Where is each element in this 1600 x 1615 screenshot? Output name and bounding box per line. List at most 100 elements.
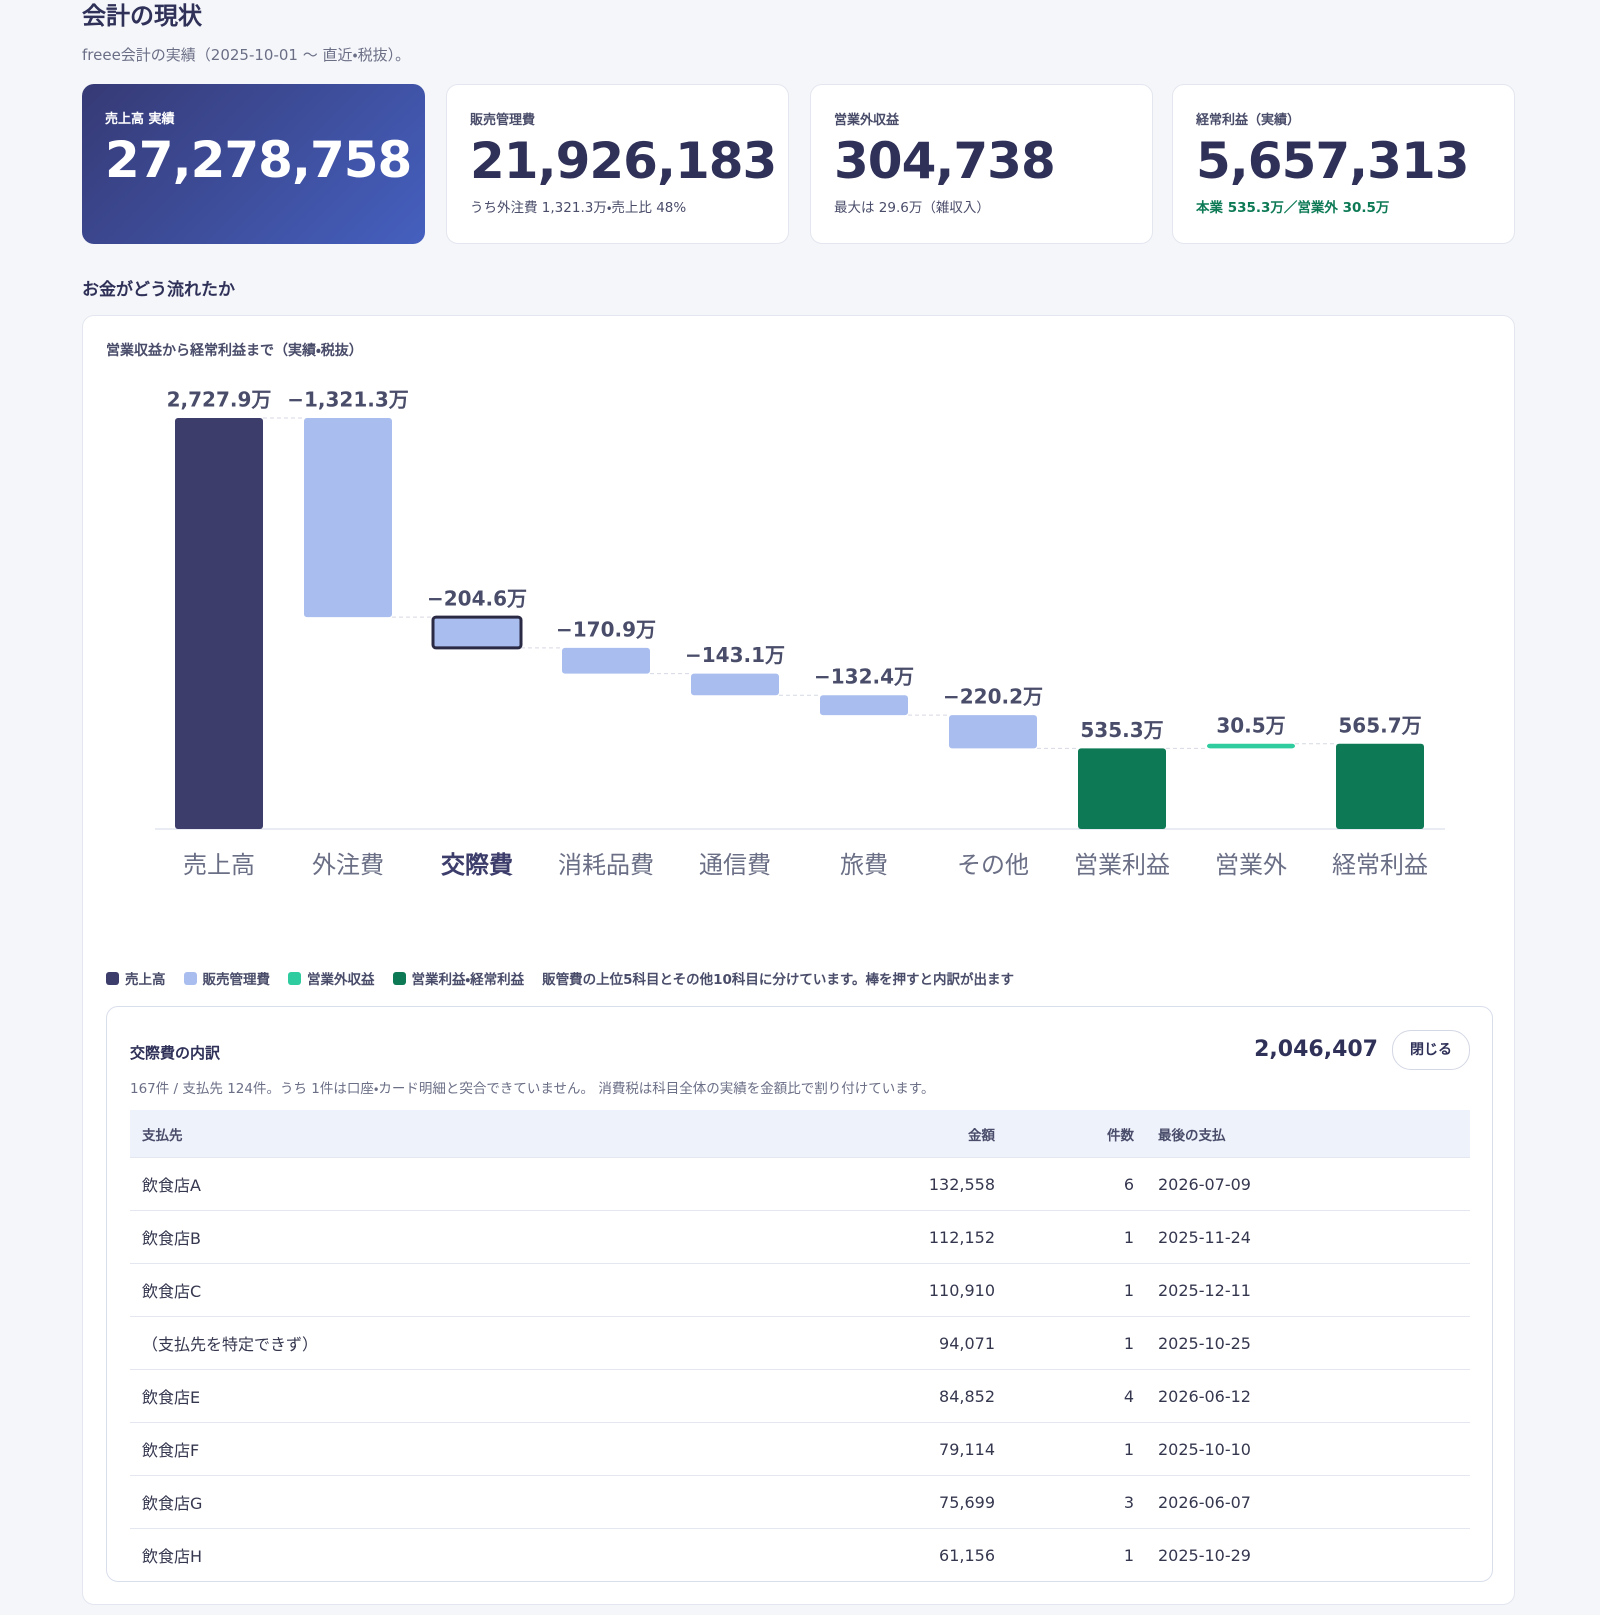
- value-label: 2,727.9万: [167, 388, 272, 412]
- kpi-value: 27,278,758: [105, 131, 412, 189]
- kpi-sub: 最大は 29.6万（雑収入）: [834, 200, 990, 216]
- page-subtitle: freee会計の実績（2025-10-01 〜 直近・税抜）。: [82, 46, 411, 64]
- table-cell: 79,114: [854, 1422, 1007, 1476]
- legend-item: 販売管理費: [183, 968, 271, 988]
- x-tick-label: 消耗品費: [558, 851, 654, 879]
- bar[interactable]: [1078, 748, 1166, 829]
- table-cell: 飲食店A: [130, 1157, 854, 1211]
- table-cell: 2026-07-09: [1146, 1157, 1470, 1211]
- x-tick-label: 外注費: [312, 851, 384, 879]
- column-header: 金額: [854, 1110, 1007, 1158]
- value-label: −204.6万: [427, 587, 527, 611]
- section-title: お金がどう流れたか: [82, 280, 235, 300]
- legend-swatch: [288, 972, 301, 985]
- table: 支払先 金額 件数 最後の支払 飲食店A 132,558 6 2026-07-09 飲食店B 11…: [130, 1110, 1470, 1565]
- bar[interactable]: [691, 673, 779, 696]
- legend-note: 販管費の上位5科目とその他10科目に分けています。棒を押すと内訳が出ます: [542, 972, 1015, 988]
- bar[interactable]: [1207, 743, 1295, 749]
- legend-swatch: [392, 972, 406, 985]
- table-cell: 1: [1007, 1316, 1146, 1370]
- kpi-card: 売上高 実績 27,278,758: [82, 84, 425, 244]
- table-cell: 2025-11-24: [1146, 1210, 1470, 1264]
- legend-swatch: [183, 972, 197, 985]
- value-label: −1,321.3万: [287, 388, 409, 412]
- legend-item: 営業外収益: [288, 968, 375, 988]
- table-cell: 2025-10-25: [1146, 1316, 1470, 1370]
- table-row: 飲食店G 75,699 3 2026-06-07: [130, 1475, 1470, 1529]
- table-row: 飲食店E 84,852 4 2026-06-12: [130, 1369, 1470, 1423]
- kpi-card: 営業外収益 304,738 最大は 29.6万（雑収入）: [810, 84, 1153, 244]
- legend-label: 営業外収益: [307, 972, 375, 988]
- chart-title: 営業収益から経常利益まで（実績・税抜）: [106, 342, 363, 359]
- table-cell: 飲食店E: [130, 1369, 854, 1423]
- kpi-card: 経常利益（実績） 5,657,313 本業 535.3万／営業外 30.5万: [1172, 84, 1515, 244]
- table-cell: 飲食店C: [130, 1263, 854, 1317]
- x-tick-label: 営業利益: [1074, 851, 1170, 879]
- table-cell: 1: [1007, 1263, 1146, 1317]
- table-cell: 飲食店F: [130, 1422, 854, 1476]
- table-cell: 2026-06-07: [1146, 1475, 1470, 1529]
- legend-label: 営業利益・経常利益: [411, 972, 525, 988]
- table-cell: 6: [1007, 1157, 1146, 1211]
- table-cell: 110,910: [854, 1263, 1007, 1317]
- x-tick-label: 旅費: [840, 851, 888, 879]
- table-row: （支払先を特定できず） 94,071 1 2025-10-25: [130, 1316, 1470, 1370]
- detail-title: 交際費の内訳: [130, 1044, 221, 1062]
- x-tick-label: その他: [957, 851, 1029, 879]
- kpi-sub: 本業 535.3万／営業外 30.5万: [1196, 200, 1390, 216]
- close-button[interactable]: 閉じる: [1392, 1030, 1470, 1070]
- table-cell: 61,156: [854, 1528, 1007, 1565]
- column-header: 件数: [1007, 1110, 1146, 1158]
- detail-total: 2,046,407: [1254, 1037, 1378, 1062]
- legend-label: 販売管理費: [202, 972, 271, 988]
- legend-label: 売上高: [125, 972, 166, 988]
- bar[interactable]: [304, 418, 392, 618]
- value-label: −143.1万: [685, 643, 785, 667]
- table-body: 飲食店A 132,558 6 2026-07-09 飲食店B 112,152 1 2025-1…: [130, 1157, 1470, 1565]
- column-header: 最後の支払: [1146, 1110, 1470, 1158]
- bar[interactable]: [175, 418, 263, 829]
- value-label: −132.4万: [814, 665, 914, 689]
- bar[interactable]: [431, 615, 523, 650]
- kpi-sub: うち外注費 1,321.3万・売上比 48%: [470, 200, 687, 216]
- value-label: 30.5万: [1216, 713, 1285, 737]
- table-cell: 1: [1007, 1528, 1146, 1565]
- table-cell: 2025-10-29: [1146, 1528, 1470, 1565]
- kpi-value: 21,926,183: [470, 132, 777, 190]
- table-cell: 1: [1007, 1210, 1146, 1264]
- table-cell: 132,558: [854, 1157, 1007, 1211]
- kpi-label: 販売管理費: [470, 113, 536, 128]
- x-tick-label: 交際費: [441, 851, 513, 879]
- table-row: 飲食店C 110,910 1 2025-12-11: [130, 1263, 1470, 1317]
- table-cell: 4: [1007, 1369, 1146, 1423]
- bar[interactable]: [820, 695, 908, 716]
- table-cell: 112,152: [854, 1210, 1007, 1264]
- table-row: 飲食店B 112,152 1 2025-11-24: [130, 1210, 1470, 1264]
- legend-item: 売上高: [106, 968, 166, 988]
- value-label: 535.3万: [1080, 718, 1163, 742]
- table-wrap: 支払先 金額 件数 最後の支払 飲食店A 132,558 6 2026-07-09 飲食店B 11…: [130, 1110, 1470, 1565]
- table-cell: （支払先を特定できず）: [130, 1316, 854, 1370]
- kpi-value: 304,738: [834, 132, 1056, 190]
- kpi-label: 経常利益（実績）: [1196, 113, 1301, 128]
- x-tick-label: 経常利益: [1332, 851, 1428, 879]
- kpi-card: 販売管理費 21,926,183 うち外注費 1,321.3万・売上比 48%: [446, 84, 789, 244]
- table-cell: 2026-06-12: [1146, 1369, 1470, 1423]
- table-row: 飲食店F 79,114 1 2025-10-10: [130, 1422, 1470, 1476]
- value-label: −170.9万: [556, 617, 656, 641]
- table-cell: 3: [1007, 1475, 1146, 1529]
- bar[interactable]: [562, 647, 650, 674]
- table-header: 支払先 金額 件数 最後の支払: [130, 1110, 1470, 1158]
- table-cell: 飲食店B: [130, 1210, 854, 1264]
- kpi-value: 5,657,313: [1196, 132, 1470, 190]
- table-cell: 1: [1007, 1422, 1146, 1476]
- x-tick-label: 営業外: [1215, 851, 1287, 879]
- page-title: 会計の現状: [82, 2, 202, 30]
- detail-note: 167件 / 支払先 124件。うち 1件は口座・カード明細と突合できていません…: [130, 1081, 935, 1097]
- table-cell: 飲食店G: [130, 1475, 854, 1529]
- table-cell: 75,699: [854, 1475, 1007, 1529]
- bar[interactable]: [949, 715, 1037, 749]
- bar[interactable]: [1336, 743, 1424, 829]
- table-row: 飲食店H 61,156 1 2025-10-29: [130, 1528, 1470, 1565]
